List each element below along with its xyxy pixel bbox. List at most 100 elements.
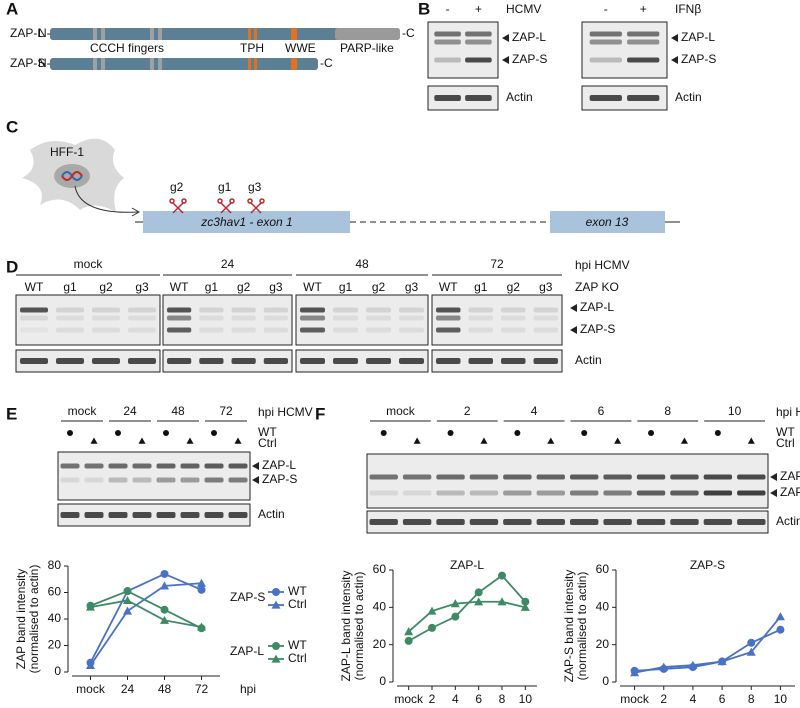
blot-band — [533, 358, 558, 364]
n-term: N- — [38, 26, 51, 40]
label: g1 — [339, 280, 353, 294]
label: ZAP-L — [512, 30, 546, 44]
label: WT — [303, 280, 322, 294]
legend-group: ZAP-L — [230, 644, 264, 658]
blot-band — [128, 307, 156, 313]
arrowhead — [502, 56, 509, 64]
blot-band — [263, 315, 288, 321]
data-point — [123, 595, 132, 605]
label: g3 — [269, 280, 283, 294]
blot-band — [436, 315, 461, 321]
blot-band — [20, 307, 48, 313]
blot-band — [501, 307, 526, 313]
blot-band — [703, 519, 733, 525]
label: mock — [386, 404, 416, 418]
label: 10 — [728, 404, 742, 418]
label: g2 — [372, 280, 386, 294]
arrowhead — [570, 326, 577, 334]
x-tick-label: 6 — [475, 692, 482, 706]
data-point — [688, 660, 698, 669]
label: HCMV — [506, 2, 541, 16]
condition-marker — [680, 437, 688, 444]
arrowhead — [252, 476, 259, 484]
n-term: N- — [38, 56, 51, 70]
blot-band — [92, 315, 120, 321]
blot — [57, 451, 251, 501]
data-point — [450, 599, 460, 608]
panel-label: B — [418, 0, 430, 18]
blot-band — [231, 358, 256, 364]
condition-marker — [211, 430, 217, 436]
data-point — [521, 597, 530, 606]
y-axis-label: (normalised to actin) — [352, 572, 366, 681]
domain-label: TPH — [240, 41, 264, 55]
data-point — [717, 656, 727, 666]
series-line — [90, 599, 202, 628]
blot-band — [369, 519, 398, 525]
blot-band — [263, 358, 288, 364]
protein-name: ZAP-L — [10, 26, 44, 40]
blot-band — [132, 463, 152, 469]
blot-band — [434, 95, 461, 101]
data-point — [746, 647, 756, 656]
condition-marker — [714, 430, 721, 436]
blot-band — [199, 307, 224, 313]
blot-band — [589, 31, 622, 37]
blot-band — [636, 519, 666, 525]
blot-band — [603, 519, 632, 525]
domain-label: WWE — [285, 41, 316, 55]
blot-band — [465, 39, 492, 45]
blot-band — [228, 463, 248, 469]
data-point — [404, 627, 414, 636]
blot-band — [84, 477, 104, 483]
label: 2 — [464, 404, 471, 418]
data-point — [474, 588, 483, 597]
y-axis-label: (normalised to actin) — [575, 572, 589, 681]
blot-band — [402, 519, 432, 525]
data-point — [630, 668, 640, 677]
blot-band — [533, 327, 558, 333]
label: WT — [776, 425, 795, 439]
label: mock — [74, 257, 104, 271]
blot — [162, 349, 293, 373]
condition-marker — [234, 437, 242, 444]
label: 72 — [219, 404, 233, 418]
blot-band — [156, 463, 176, 469]
data-point — [747, 638, 756, 647]
blot-band — [434, 39, 461, 45]
blot-band — [589, 95, 622, 101]
chart-title: ZAP-S — [690, 558, 725, 572]
data-point — [659, 662, 669, 671]
guide-label: g3 — [248, 180, 262, 194]
condition-marker — [581, 430, 588, 436]
blot-band — [469, 474, 499, 480]
blot-band — [20, 327, 48, 333]
blot-band — [167, 358, 192, 364]
data-point — [197, 585, 206, 594]
blot-band — [84, 463, 104, 469]
blot-band — [108, 477, 128, 483]
domain-label: CCCH fingers — [90, 41, 164, 55]
blot-band — [434, 31, 461, 37]
chart-title: ZAP-L — [450, 558, 484, 572]
exon-label: zc3hav1 - exon 1 — [200, 215, 292, 229]
blot-band — [366, 327, 391, 333]
series-line — [408, 574, 527, 642]
guide-label: g1 — [218, 180, 232, 194]
label: hpi HCMV — [776, 405, 800, 419]
protein-name: ZAP-S — [10, 56, 45, 70]
blot-band — [402, 474, 432, 480]
label: 24 — [123, 404, 137, 418]
blot-band — [636, 474, 666, 480]
blot-band — [20, 358, 48, 364]
label: IFNβ — [675, 2, 701, 16]
x-tick-label: 4 — [452, 692, 459, 706]
blot-band — [84, 512, 104, 518]
arrowhead — [570, 304, 577, 312]
y-tick-label: 40 — [596, 600, 610, 614]
blot-band — [333, 315, 358, 321]
blot-band — [92, 307, 120, 313]
label: Actin — [776, 514, 800, 528]
blot-band — [399, 307, 424, 313]
label: 4 — [531, 404, 538, 418]
